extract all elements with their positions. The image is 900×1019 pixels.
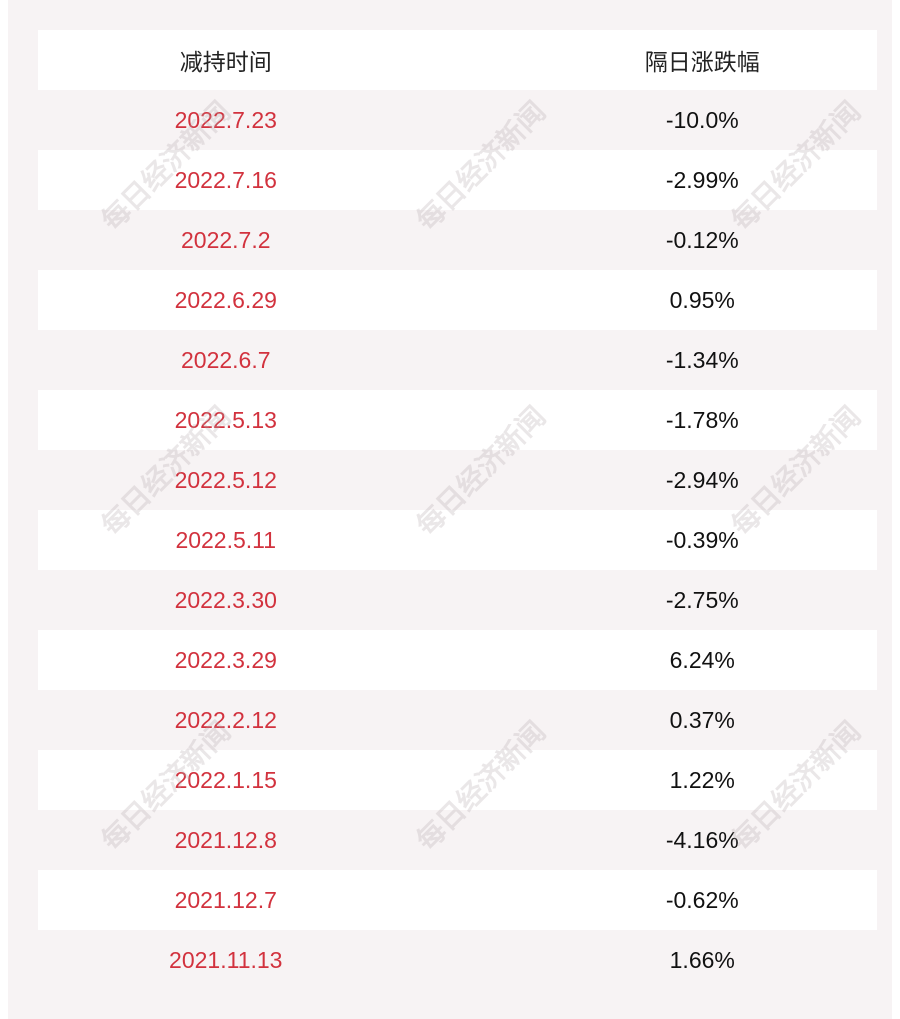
table-row: 2022.6.7 -1.34%: [38, 330, 877, 390]
table-row: 2022.3.30 -2.75%: [38, 570, 877, 630]
table-row: 2022.5.13 -1.78%: [38, 390, 877, 450]
table-row: 2021.12.8 -4.16%: [38, 810, 877, 870]
date-cell: 2022.6.29: [174, 286, 277, 313]
date-cell: 2021.12.7: [174, 886, 277, 913]
date-cell: 2022.2.12: [174, 706, 277, 733]
change-cell: -1.78%: [665, 406, 739, 433]
date-cell: 2022.5.13: [174, 406, 277, 433]
change-cell: -2.94%: [665, 466, 739, 493]
date-cell: 2022.7.2: [180, 226, 271, 253]
change-cell: -0.12%: [665, 226, 739, 253]
date-cell: 2021.12.8: [174, 826, 277, 853]
table-row: 2022.6.29 0.95%: [38, 270, 877, 330]
header-row: 减持时间 隔日涨跌幅: [38, 30, 877, 90]
change-cell: -4.16%: [665, 826, 739, 853]
change-cell: 0.95%: [669, 286, 735, 313]
change-cell: -0.62%: [665, 886, 739, 913]
table-row: 2022.5.11 -0.39%: [38, 510, 877, 570]
change-cell: -2.75%: [665, 586, 739, 613]
date-cell: 2022.6.7: [180, 346, 271, 373]
date-cell: 2022.7.16: [174, 166, 277, 193]
change-cell: 0.37%: [669, 706, 735, 733]
table: 减持时间 隔日涨跌幅 2022.7.23 -10.0% 2022.7.16 -2.99…: [38, 30, 877, 990]
change-cell: 1.66%: [669, 946, 735, 973]
table-row: 2022.5.12 -2.94%: [38, 450, 877, 510]
table-row: 2021.12.7 -0.62%: [38, 870, 877, 930]
header-cell: 减持时间: [179, 49, 272, 75]
table-row: 2022.7.2 -0.12%: [38, 210, 877, 270]
table-row: 2022.1.15 1.22%: [38, 750, 877, 810]
change-cell: -2.99%: [665, 166, 739, 193]
table-row: 2021.11.13 1.66%: [38, 930, 877, 990]
table-row: 2022.7.16 -2.99%: [38, 150, 877, 210]
table-row: 2022.2.12 0.37%: [38, 690, 877, 750]
date-cell: 2022.3.30: [174, 586, 277, 613]
change-cell: -0.39%: [665, 526, 739, 553]
change-cell: -1.34%: [665, 346, 739, 373]
date-cell: 2022.1.15: [174, 766, 277, 793]
date-cell: 2021.11.13: [169, 946, 283, 973]
change-cell: 1.22%: [669, 766, 735, 793]
header-cell: 隔日涨跌幅: [644, 49, 760, 75]
table-row: 2022.3.29 6.24%: [38, 630, 877, 690]
date-cell: 2022.5.11: [175, 526, 277, 553]
date-cell: 2022.3.29: [174, 646, 277, 673]
table-row: 2022.7.23 -10.0%: [38, 90, 877, 150]
date-cell: 2022.7.23: [174, 106, 277, 133]
change-cell: 6.24%: [669, 646, 735, 673]
date-cell: 2022.5.12: [174, 466, 277, 493]
change-cell: -10.0%: [665, 106, 739, 133]
